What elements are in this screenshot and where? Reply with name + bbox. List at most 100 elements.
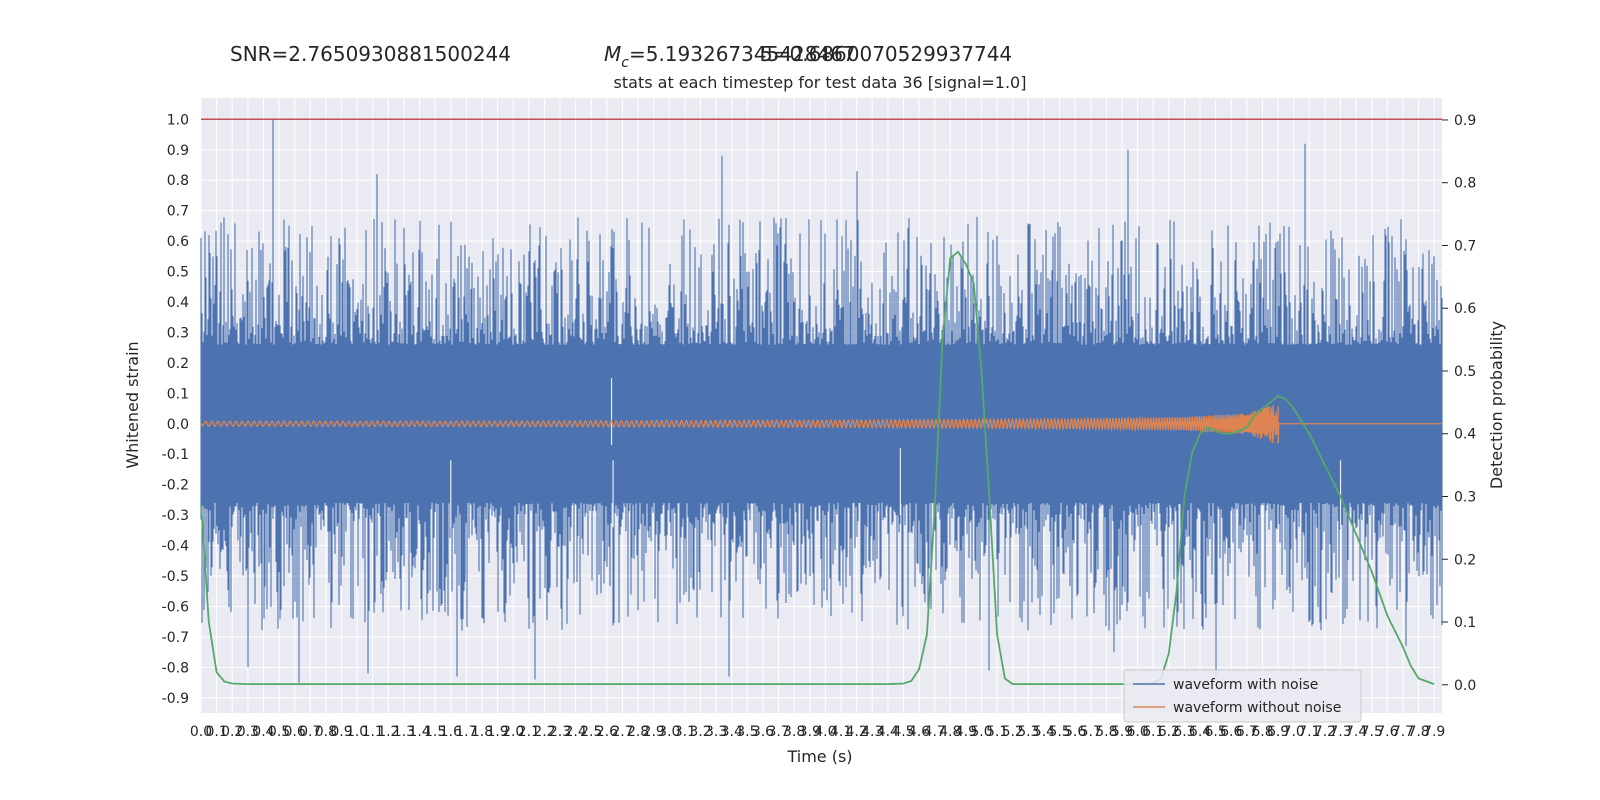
y-tick-label: 1.0 bbox=[167, 112, 189, 128]
x-tick-label: 1.9 bbox=[486, 724, 508, 740]
y2-tick-label: 0.5 bbox=[1454, 364, 1476, 380]
x-tick-label: 6.5 bbox=[1205, 724, 1227, 740]
legend-label-noise: waveform with noise bbox=[1173, 677, 1318, 693]
x-tick-label: 1.5 bbox=[424, 724, 446, 740]
y-tick-label: 0.2 bbox=[167, 356, 189, 372]
x-tick-label: 4.4 bbox=[877, 724, 899, 740]
x-tick-label: 7.2 bbox=[1314, 724, 1336, 740]
chirp-mass-symbol: M bbox=[604, 42, 621, 66]
x-tick-label: 4.2 bbox=[845, 724, 867, 740]
x-tick-label: 2.6 bbox=[596, 724, 618, 740]
x-tick-label: 1.0 bbox=[346, 724, 368, 740]
y-tick-label: -0.9 bbox=[162, 691, 189, 707]
x-tick-label: 0.7 bbox=[299, 724, 321, 740]
x-tick-label: 0.4 bbox=[252, 724, 274, 740]
y2-tick-label: 0.1 bbox=[1454, 615, 1476, 631]
legend-box bbox=[1123, 669, 1362, 723]
x-tick-label: 5.5 bbox=[1048, 724, 1070, 740]
y2-tick-label: 0.3 bbox=[1454, 489, 1476, 505]
x-tick-label: 7.9 bbox=[1423, 724, 1445, 740]
y-tick-label: 0.9 bbox=[167, 143, 189, 159]
chirp-mass-value: =5.193267345428467 bbox=[629, 42, 856, 66]
y-tick-label: -0.5 bbox=[162, 569, 189, 585]
y-tick-label: 0.0 bbox=[167, 417, 189, 433]
y2-tick-label: 0.9 bbox=[1454, 113, 1476, 129]
snr-annotation: SNR=2.7650930881500244 bbox=[230, 42, 511, 66]
x-tick-label: 2.0 bbox=[502, 724, 524, 740]
x-tick-label: 2.4 bbox=[565, 724, 587, 740]
y-tick-label: 0.5 bbox=[167, 265, 189, 281]
x-tick-label: 3.2 bbox=[689, 724, 711, 740]
y-tick-label: 0.1 bbox=[167, 386, 189, 402]
x-tick-label: 2.7 bbox=[611, 724, 633, 740]
clean-waveform-path bbox=[200, 404, 1442, 444]
x-tick-label: 3.7 bbox=[767, 724, 789, 740]
x-tick-label: 5.1 bbox=[986, 724, 1008, 740]
x-tick-label: 5.2 bbox=[1002, 724, 1024, 740]
x-axis-label: Time (s) bbox=[786, 747, 852, 766]
x-tick-label: 6.7 bbox=[1236, 724, 1258, 740]
x-tick-label: 5.0 bbox=[970, 724, 992, 740]
x-tick-label: 3.0 bbox=[658, 724, 680, 740]
y2-tick-label: 0.4 bbox=[1454, 427, 1476, 443]
chirp-mass-annotation: Mc=5.193267345428467 bbox=[604, 42, 856, 71]
y-tick-label: 0.6 bbox=[167, 234, 189, 250]
x-tick-label: 7.6 bbox=[1376, 724, 1398, 740]
x-axis-ticks: 0.00.10.20.30.40.50.60.70.80.91.01.11.21… bbox=[190, 724, 1445, 740]
x-tick-label: 1.7 bbox=[455, 724, 477, 740]
x-tick-label: 2.8 bbox=[627, 724, 649, 740]
x-tick-label: 5.3 bbox=[1017, 724, 1039, 740]
x-tick-label: 6.2 bbox=[1158, 724, 1180, 740]
series-waveform-without-noise bbox=[200, 404, 1442, 444]
x-tick-label: 2.1 bbox=[518, 724, 540, 740]
y2-tick-label: 0.6 bbox=[1454, 301, 1476, 317]
x-tick-label: 1.3 bbox=[393, 724, 415, 740]
x-tick-label: 7.7 bbox=[1392, 724, 1414, 740]
x-tick-label: 0.6 bbox=[284, 724, 306, 740]
x-tick-label: 3.3 bbox=[705, 724, 727, 740]
x-tick-label: 4.5 bbox=[892, 724, 914, 740]
x-tick-label: 0.1 bbox=[205, 724, 227, 740]
x-tick-label: 6.4 bbox=[1189, 724, 1211, 740]
x-tick-label: 6.9 bbox=[1267, 724, 1289, 740]
x-tick-label: 7.4 bbox=[1345, 724, 1367, 740]
probability-line-path bbox=[200, 250, 1435, 685]
y-tick-label: -0.6 bbox=[162, 599, 189, 615]
y-tick-label: -0.3 bbox=[162, 508, 189, 524]
x-tick-label: 4.1 bbox=[830, 724, 852, 740]
x-tick-label: 3.9 bbox=[799, 724, 821, 740]
x-tick-label: 5.8 bbox=[1095, 724, 1117, 740]
x-tick-label: 3.5 bbox=[736, 724, 758, 740]
x-tick-label: 4.8 bbox=[939, 724, 961, 740]
x-tick-label: 2.2 bbox=[533, 724, 555, 740]
x-tick-label: 4.7 bbox=[924, 724, 946, 740]
y-tick-label: 0.3 bbox=[167, 325, 189, 341]
x-tick-label: 5.4 bbox=[1033, 724, 1055, 740]
y2-tick-label: 0.7 bbox=[1454, 238, 1476, 254]
y-axis-label: Whitened strain bbox=[123, 341, 142, 468]
y-tick-label: -0.8 bbox=[162, 660, 189, 676]
x-tick-label: 6.0 bbox=[1126, 724, 1148, 740]
x-tick-label: 6.6 bbox=[1220, 724, 1242, 740]
x-tick-label: 6.1 bbox=[1142, 724, 1164, 740]
legend: waveform with noise waveform without noi… bbox=[1123, 669, 1362, 723]
y-tick-label: 0.7 bbox=[167, 204, 189, 220]
x-tick-label: 7.0 bbox=[1283, 724, 1305, 740]
x-tick-label: 1.4 bbox=[408, 724, 430, 740]
x-tick-label: 4.3 bbox=[861, 724, 883, 740]
x-tick-label: 1.6 bbox=[440, 724, 462, 740]
y2-axis-ticks: 0.9 0.8 0.7 0.6 0.5 0.4 0.3 0.2 0.1 0.0 bbox=[1442, 113, 1476, 694]
x-tick-label: 7.1 bbox=[1298, 724, 1320, 740]
y-tick-label: -0.1 bbox=[162, 447, 189, 463]
x-tick-label: 2.3 bbox=[549, 724, 571, 740]
y-tick-label: -0.7 bbox=[162, 630, 189, 646]
x-tick-label: 7.3 bbox=[1329, 724, 1351, 740]
series-detection-probability bbox=[200, 250, 1435, 685]
y-axis-ticks: 1.0 0.9 0.8 0.7 0.6 0.5 0.4 0.3 0.2 0.1 0.0 -0.1 -0.… bbox=[162, 112, 189, 706]
x-tick-label: 1.2 bbox=[377, 724, 399, 740]
y2-tick-label: 0.2 bbox=[1454, 552, 1476, 568]
x-tick-label: 3.6 bbox=[752, 724, 774, 740]
x-tick-label: 0.2 bbox=[221, 724, 243, 740]
x-tick-label: 7.5 bbox=[1361, 724, 1383, 740]
